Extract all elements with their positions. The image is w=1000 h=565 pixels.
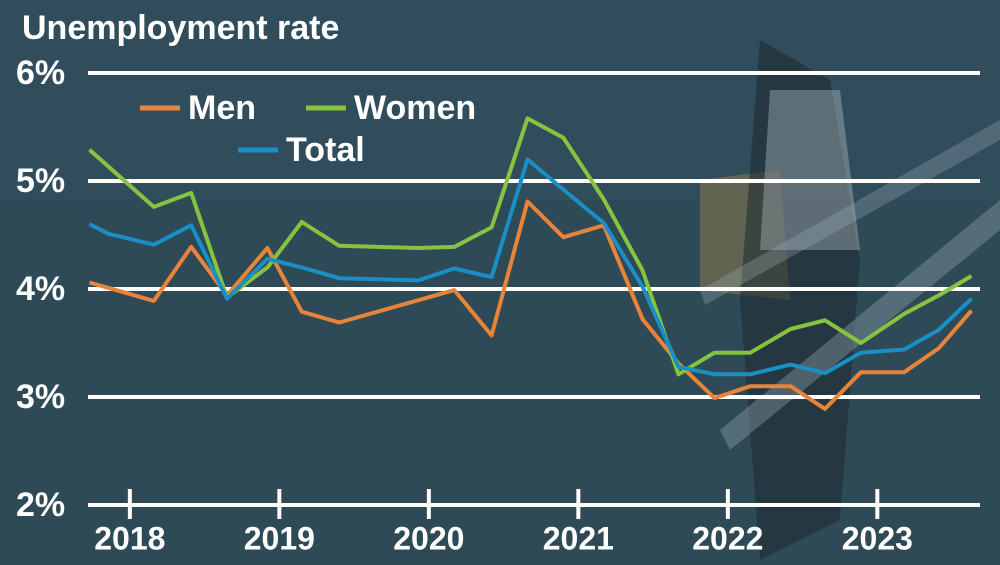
chart-title: Unemployment rate [22,9,339,47]
y-tick-label: 3% [16,378,65,416]
y-tick-label: 4% [16,270,65,308]
legend-label: Total [286,131,365,169]
series-line [88,157,973,377]
series-line [88,199,974,411]
x-tick-label: 2019 [244,520,315,556]
x-tick-label: 2023 [842,520,913,556]
y-tick-label: 2% [16,486,65,524]
x-tick-label: 2022 [692,520,763,556]
x-tick-label: 2021 [543,520,614,556]
y-tick-label: 5% [16,162,65,200]
x-tick-label: 2018 [94,520,165,556]
x-tick-label: 2020 [393,520,464,556]
y-tick-label: 6% [16,54,65,92]
legend-label: Women [354,89,476,127]
series-line [88,116,973,377]
legend-label: Men [188,89,256,127]
